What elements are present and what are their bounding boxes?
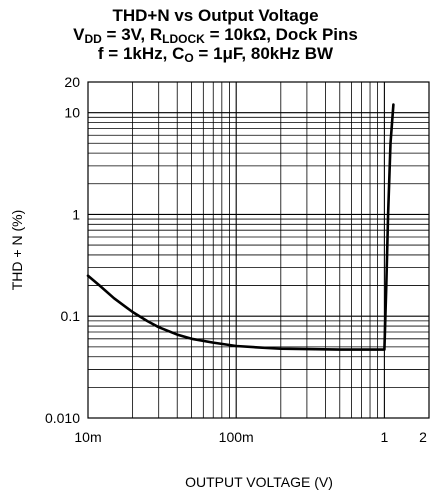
x-tick-label: 2 [419, 429, 427, 445]
x-tick-label: 10m [74, 429, 101, 445]
title-rl-text: = 3V, R [101, 25, 163, 44]
title-vdd-symbol: V [73, 25, 85, 44]
title-rl-subscript: LDOCK [162, 32, 205, 46]
major-gridlines [88, 82, 429, 418]
y-tick-label: 10 [64, 105, 80, 121]
x-axis-label: OUTPUT VOLTAGE (V) [185, 474, 333, 490]
thd-curve [86, 103, 395, 351]
y-tick-labels: 0.010 0.1 1 10 20 [45, 74, 80, 426]
y-tick-label: 0.010 [45, 410, 80, 426]
x-tick-label: 1 [380, 429, 388, 445]
minor-gridlines [88, 82, 429, 418]
title-dock-text: = 10kΩ, Dock Pins [204, 25, 358, 44]
plot-frame [87, 81, 430, 419]
chart-title-line2: VDD = 3V, RLDOCK = 10kΩ, Dock Pins [0, 25, 431, 46]
title-bw-text: = 1μF, 80kHz BW [193, 44, 334, 63]
x-tick-label: 100m [219, 429, 254, 445]
series-layer [86, 103, 395, 351]
title-freq-text: f = 1kHz, C [97, 44, 185, 63]
chart-title-line1: THD+N vs Output Voltage [112, 6, 319, 25]
y-tick-label: 1 [72, 206, 80, 222]
title-co-subscript: O [184, 51, 194, 65]
chart-title-line3: f = 1kHz, CO = 1μF, 80kHz BW [0, 44, 431, 65]
title-vdd-subscript: DD [84, 32, 102, 46]
x-tick-labels: 10m 100m 1 2 [74, 429, 427, 445]
y-tick-label: 0.1 [61, 308, 81, 324]
y-axis-label: THD + N (%) [9, 210, 25, 291]
y-tick-label: 20 [64, 74, 80, 90]
